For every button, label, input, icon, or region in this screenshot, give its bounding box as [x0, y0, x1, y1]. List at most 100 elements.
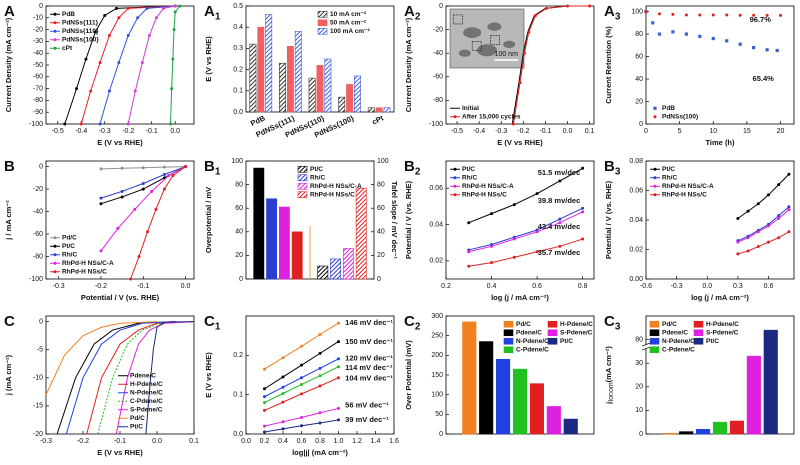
- legend-swatch: [547, 329, 558, 337]
- legend-marker: [53, 21, 57, 25]
- bar: [763, 329, 778, 435]
- y-tick-label: 0.04: [429, 221, 443, 228]
- panel-sublabel: 1: [215, 167, 221, 178]
- point: [300, 344, 303, 348]
- point: [545, 6, 549, 10]
- y-tick-label: 0.08: [629, 158, 643, 165]
- y-tick-label: 20: [635, 98, 643, 105]
- y-axis-label-group: j (mA cm⁻²): [4, 354, 13, 396]
- y-tick-label: 300: [431, 313, 443, 320]
- point: [490, 212, 494, 216]
- x-tick-label: 0.8: [315, 438, 325, 445]
- x-tick-label: 0.8: [578, 283, 588, 290]
- x-tick-label: 1.2: [352, 438, 362, 445]
- y-axis-label-group: E (V vs RHE): [204, 36, 213, 82]
- bar: [294, 31, 302, 113]
- point: [467, 221, 471, 225]
- point: [117, 61, 121, 65]
- bar: [330, 258, 342, 280]
- series-line: [65, 321, 176, 435]
- x-tick-label: -0.6: [640, 283, 652, 290]
- x-tick-label: -0.4: [75, 128, 87, 135]
- point: [518, 81, 522, 85]
- point: [533, 13, 537, 17]
- legend-swatch: [693, 337, 704, 345]
- series-line: [100, 166, 186, 205]
- legend-label: Pd/C: [516, 321, 531, 328]
- point: [162, 172, 166, 176]
- y-tick-label: 0.1: [233, 392, 243, 399]
- x-tick-label: -0.3: [40, 438, 52, 445]
- y2-tick-label: 60: [377, 205, 385, 212]
- point: [671, 30, 675, 34]
- point: [725, 13, 729, 17]
- legend-swatch: [297, 165, 308, 173]
- legend-label: Pdene/C: [516, 329, 542, 336]
- point: [263, 401, 266, 405]
- inset-particle: [458, 49, 471, 57]
- point: [300, 415, 303, 419]
- legend-swatch: [649, 329, 660, 337]
- series-line: [512, 5, 590, 125]
- x-axis-label: log (j / mA cm⁻²): [691, 293, 749, 302]
- point: [581, 166, 585, 170]
- y-axis-label: Potential / V (vs. RHE): [604, 180, 613, 259]
- point: [281, 375, 285, 379]
- plot-frame: [45, 160, 195, 280]
- annotation: 39.8 mv/dec: [538, 196, 581, 205]
- series-line: [130, 166, 186, 280]
- point: [281, 391, 285, 395]
- y-axis-label: E (V vs RHE): [204, 352, 213, 398]
- bar: [266, 198, 278, 280]
- legend-swatch: [547, 320, 558, 328]
- y-axis-label: Current Density (mA cm⁻²): [404, 17, 413, 112]
- panel: A 10.00.10.20.30.40.5E (V vs RHE)PdBPdNSs…: [204, 3, 395, 140]
- bar: [546, 406, 561, 435]
- y-tick-label: -10: [33, 15, 43, 22]
- point: [490, 244, 494, 248]
- y-tick-label: -20: [433, 26, 443, 33]
- legend-label: N-Pdene/C: [130, 389, 163, 396]
- legend-marker: [53, 12, 57, 16]
- point: [120, 189, 124, 193]
- point: [103, 13, 107, 17]
- x-tick-label: -0.3: [671, 283, 683, 290]
- x-tick-label: 0.6: [297, 438, 307, 445]
- bar: [257, 26, 265, 113]
- y-tick-label: -80: [433, 97, 443, 104]
- series-line: [100, 166, 186, 252]
- panel-label: B: [604, 158, 615, 175]
- y-tick-label: 20: [635, 384, 643, 391]
- x-tick-label: 0.4: [487, 283, 497, 290]
- point: [99, 167, 103, 171]
- legend-label: Rh/C: [310, 174, 325, 181]
- point: [581, 210, 585, 214]
- point: [300, 363, 303, 367]
- point: [137, 255, 141, 259]
- bar: [342, 248, 354, 280]
- bar: [355, 187, 367, 280]
- scale-bar-label: 100 nm: [495, 51, 519, 58]
- legend-label: RhPd-H NSs/C: [310, 191, 355, 198]
- x-tick-label: -0.1: [146, 128, 158, 135]
- bar: [278, 206, 290, 280]
- point: [79, 122, 83, 126]
- point: [300, 392, 303, 396]
- y-tick-label: 200: [431, 352, 443, 359]
- x-tick-label: 15: [743, 128, 751, 135]
- bar: [696, 428, 711, 435]
- y2-tick-label: 0: [377, 276, 381, 283]
- legend-marker: [653, 106, 657, 110]
- y-tick-label: 0.0: [233, 431, 243, 438]
- y-axis-label: j (mA cm⁻²): [4, 354, 13, 396]
- x-tick-label: -0.2: [95, 283, 107, 290]
- legend-label: PdNSs{100}: [62, 36, 99, 43]
- point: [300, 382, 303, 386]
- y-tick-label: 60: [635, 53, 643, 60]
- point: [162, 187, 166, 191]
- x-tick-label: 0.0: [241, 438, 251, 445]
- legend-label: After 15,000 cycles: [462, 113, 521, 120]
- legend-label: Pt/C: [62, 243, 75, 250]
- y-axis-label-group: Current Retention (%): [604, 26, 613, 104]
- point: [147, 34, 151, 37]
